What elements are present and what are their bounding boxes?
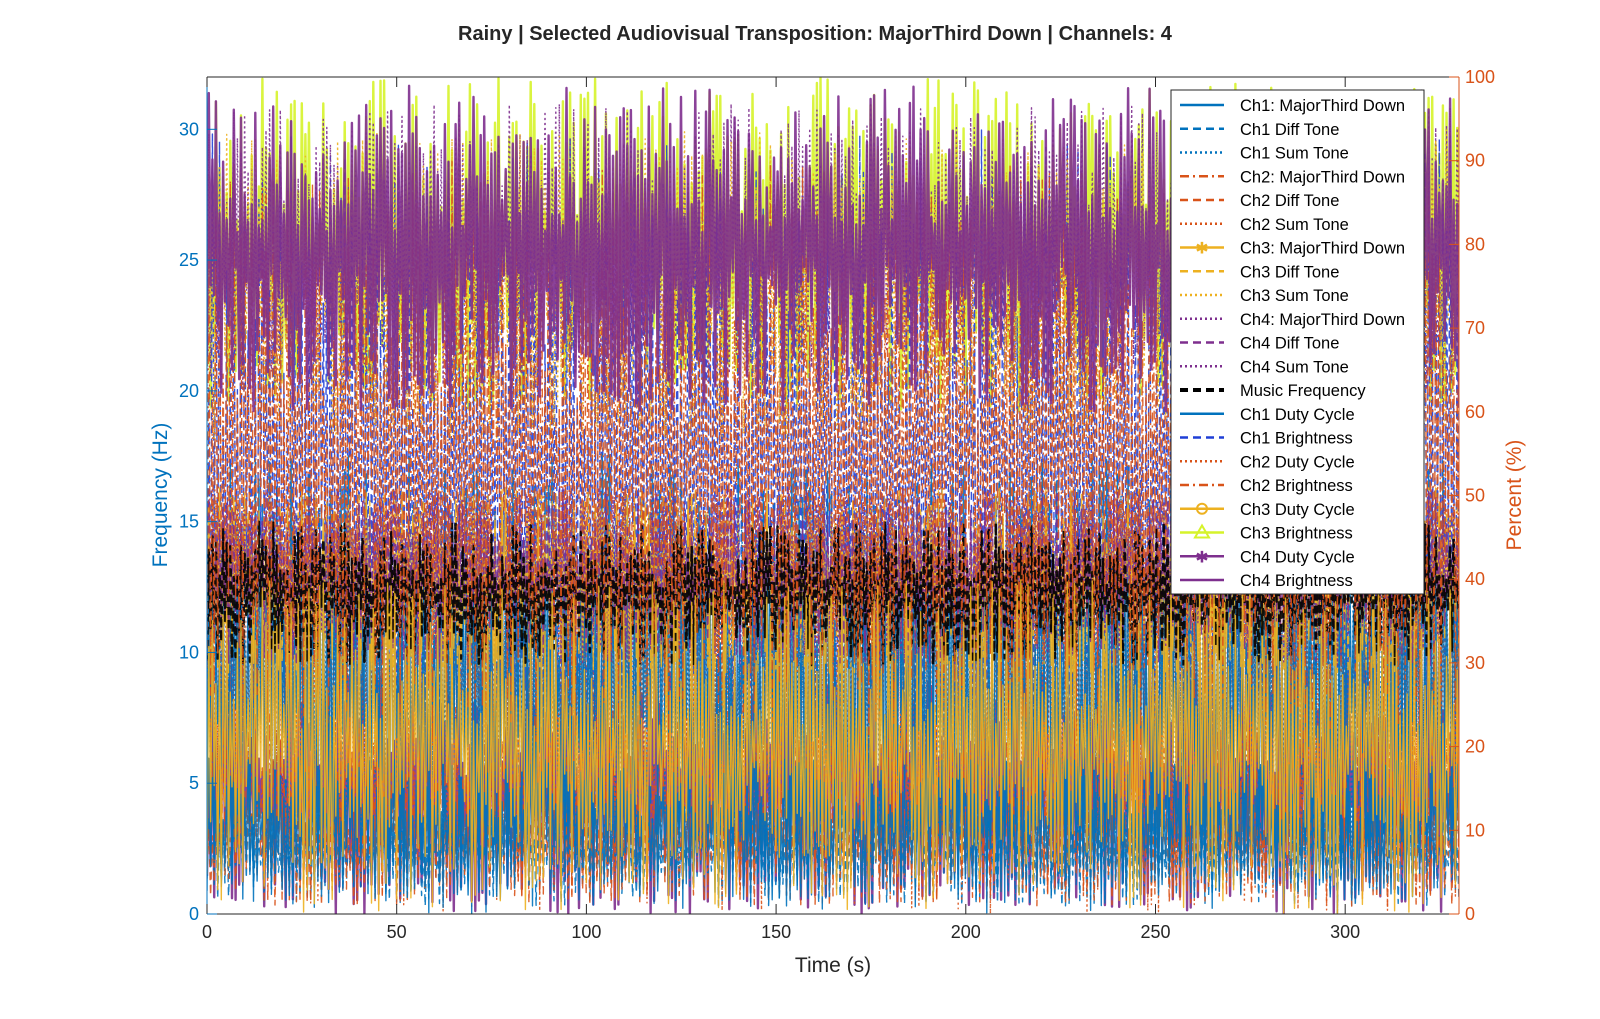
- x-tick-label: 50: [387, 922, 407, 942]
- legend-item: Ch3 Diff Tone: [1180, 263, 1339, 281]
- y-left-tick-label: 20: [179, 381, 199, 401]
- legend-label: Ch3 Diff Tone: [1240, 263, 1339, 281]
- legend-item: Ch2 Brightness: [1180, 477, 1353, 495]
- legend-label: Ch1 Brightness: [1240, 430, 1353, 448]
- y-axis-left-label: Frequency (Hz): [149, 423, 172, 568]
- legend-marker: [1196, 502, 1208, 515]
- legend-item: Ch4 Sum Tone: [1180, 358, 1349, 376]
- legend-item: Music Frequency: [1180, 382, 1366, 400]
- y-right-tick-label: 0: [1465, 904, 1475, 924]
- x-tick-label: 100: [571, 922, 601, 942]
- series-line: [207, 579, 1459, 914]
- series-line: [207, 757, 1459, 901]
- legend-label: Ch2 Diff Tone: [1240, 192, 1339, 210]
- legend-item: Ch1 Sum Tone: [1180, 145, 1349, 163]
- legend-item: Ch2 Sum Tone: [1180, 216, 1349, 234]
- legend-label: Ch4 Duty Cycle: [1240, 548, 1355, 566]
- y-left-tick-label: 0: [189, 904, 199, 924]
- legend-item: Ch3 Duty Cycle: [1180, 501, 1355, 519]
- legend-label: Ch3 Duty Cycle: [1240, 501, 1355, 519]
- y-right-tick-label: 30: [1465, 653, 1485, 673]
- x-tick-label: 200: [951, 922, 981, 942]
- legend-item: Ch4 Brightness: [1180, 572, 1353, 590]
- y-right-tick-label: 20: [1465, 737, 1485, 757]
- legend-item: Ch1 Duty Cycle: [1180, 406, 1355, 424]
- x-tick-label: 250: [1140, 922, 1170, 942]
- y-left-tick-label: 10: [179, 642, 199, 662]
- chart-title: Rainy | Selected Audiovisual Transpositi…: [458, 23, 1173, 45]
- legend-label: Ch4 Sum Tone: [1240, 358, 1349, 376]
- legend-item: Ch1: MajorThird Down: [1180, 97, 1405, 115]
- legend-label: Ch1: MajorThird Down: [1240, 97, 1405, 115]
- legend-label: Ch2 Brightness: [1240, 477, 1353, 495]
- legend-label: Ch4: MajorThird Down: [1240, 311, 1405, 329]
- legend-item: Ch1 Brightness: [1180, 430, 1353, 448]
- legend-item: Ch2: MajorThird Down: [1180, 168, 1405, 186]
- y-right-tick-label: 10: [1465, 820, 1485, 840]
- legend-label: Ch1 Sum Tone: [1240, 145, 1349, 163]
- legend-item: Ch2 Duty Cycle: [1180, 453, 1355, 471]
- legend: Ch1: MajorThird Down Ch1 Diff Tone Ch1 Sum…: [1170, 89, 1425, 595]
- legend-item: Ch1 Diff Tone: [1180, 121, 1339, 139]
- x-axis-label: Time (s): [795, 954, 871, 977]
- y-right-tick-label: 60: [1465, 402, 1485, 422]
- y-left-tick-label: 5: [189, 773, 199, 793]
- y-right-tick-label: 100: [1465, 67, 1495, 87]
- legend-label: Ch3 Sum Tone: [1240, 287, 1349, 305]
- x-tick-label: 300: [1330, 922, 1360, 942]
- x-tick-label: 0: [202, 922, 212, 942]
- legend-label: Ch2 Sum Tone: [1240, 216, 1349, 234]
- y-right-tick-label: 50: [1465, 486, 1485, 506]
- legend-marker: ✱: [1195, 239, 1208, 258]
- legend-label: Ch1 Diff Tone: [1240, 121, 1339, 139]
- legend-label: Music Frequency: [1240, 382, 1366, 400]
- y-left-tick-label: 25: [179, 250, 199, 270]
- legend-item: ✱ Ch4 Duty Cycle: [1180, 547, 1355, 566]
- y-right-tick-label: 80: [1465, 234, 1485, 254]
- legend-item: Ch4: MajorThird Down: [1180, 311, 1405, 329]
- legend-label: Ch4 Diff Tone: [1240, 335, 1339, 353]
- x-tick-label: 150: [761, 922, 791, 942]
- y-right-tick-label: 40: [1465, 569, 1485, 589]
- legend-marker: [1193, 523, 1211, 539]
- legend-label: Ch4 Brightness: [1240, 572, 1353, 590]
- y-right-tick-label: 70: [1465, 318, 1485, 338]
- legend-label: Ch1 Duty Cycle: [1240, 406, 1355, 424]
- ticks-layer: 0 50 100 150 200 250 3000510152025300102030405…: [179, 67, 1495, 942]
- y-axis-right-label: Percent (%): [1503, 440, 1526, 551]
- y-left-tick-label: 15: [179, 512, 199, 532]
- legend-label: Ch3: MajorThird Down: [1240, 240, 1405, 258]
- legend-item: Ch3 Sum Tone: [1180, 287, 1349, 305]
- legend-item: Ch3 Brightness: [1180, 523, 1353, 543]
- axes-frame: [206, 76, 1460, 915]
- y-right-tick-label: 90: [1465, 151, 1485, 171]
- legend-item: ✱ Ch3: MajorThird Down: [1180, 239, 1405, 258]
- legend-label: Ch2 Duty Cycle: [1240, 453, 1355, 471]
- y-left-tick-label: 30: [179, 119, 199, 139]
- legend-label: Ch3 Brightness: [1240, 525, 1353, 543]
- legend-item: Ch4 Diff Tone: [1180, 335, 1339, 353]
- legend-label: Ch2: MajorThird Down: [1240, 168, 1405, 186]
- legend-marker: ✱: [1195, 547, 1208, 566]
- legend-item: Ch2 Diff Tone: [1180, 192, 1339, 210]
